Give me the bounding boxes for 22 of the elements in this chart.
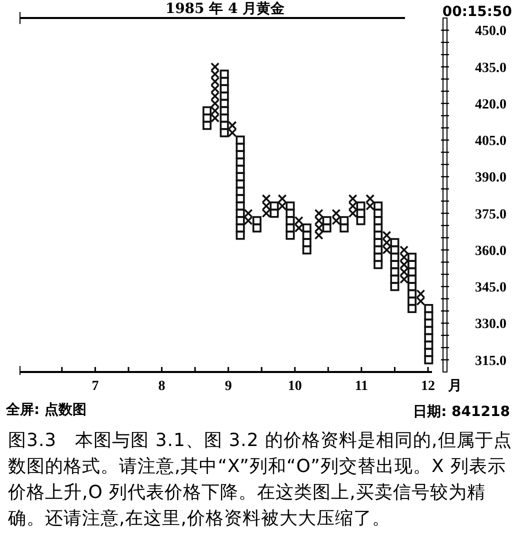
y-tick-label: 330.0 <box>475 317 506 332</box>
x-tick-label: 9 <box>224 379 232 394</box>
caption: 图3.3 本图与图 3.1、图 3.2 的价格资料是相同的,但属于点数图的格式。请注意,其中“X”列和“O”列交替出现。X 列表示价格上升,O 列代表价格下降。在这类图上,买卖信号较为精确。还请注意,在这里,价格资料被大大压缩了。 <box>8 429 513 531</box>
y-tick-label: 405.0 <box>475 134 506 150</box>
y-tick-label: 390.0 <box>475 170 506 186</box>
text: 00:15:50 <box>442 4 512 20</box>
y-tick-label: 450.0 <box>475 24 506 40</box>
x-tick-label: 7 <box>92 379 99 394</box>
text: 日期: 841218 <box>413 404 510 420</box>
y-tick-label: 435.0 <box>475 60 506 76</box>
text: 全屏: 点数图 <box>5 402 86 418</box>
x-tick-label: 12 <box>421 379 436 394</box>
x-axis-title: 月 <box>447 378 462 394</box>
x-tick-label: 11 <box>354 379 368 394</box>
y-tick-label: 315.0 <box>475 354 506 369</box>
chart-title: 1985 年 4 月黄金 <box>165 1 286 17</box>
y-tick-label: 345.0 <box>475 280 506 296</box>
x-tick-label: 10 <box>288 379 302 394</box>
x-tick-label: 8 <box>158 379 166 394</box>
y-tick-label: 420.0 <box>475 97 506 112</box>
y-tick-label: 360.0 <box>475 244 506 259</box>
y-tick-label: 375.0 <box>475 207 506 222</box>
